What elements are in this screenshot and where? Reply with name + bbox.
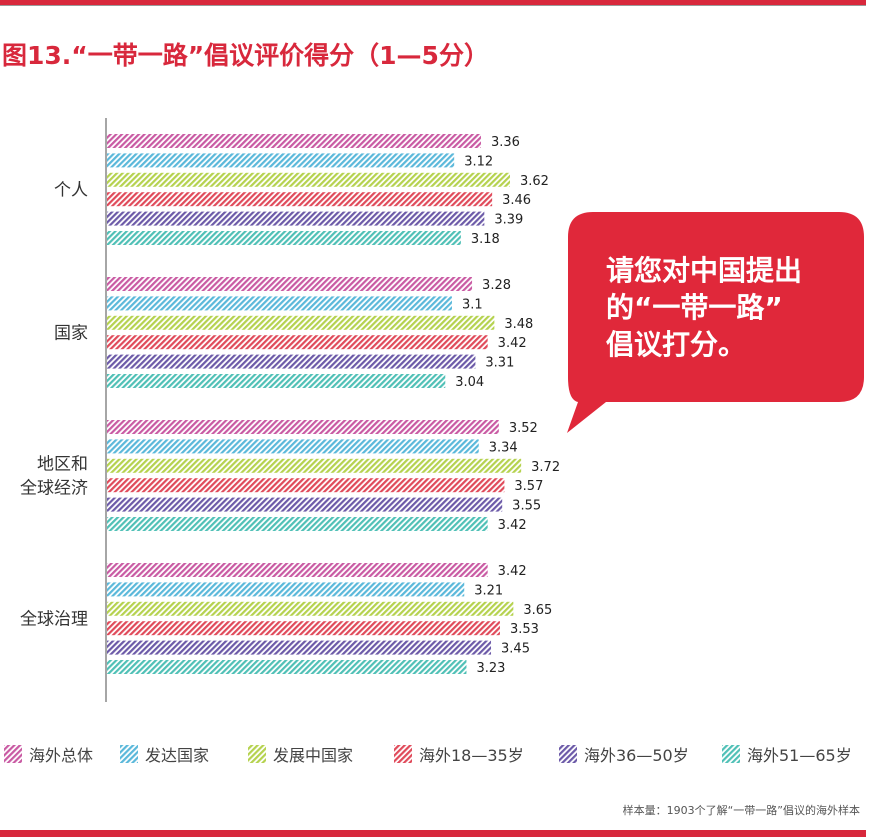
bar: [107, 497, 503, 512]
bar: [107, 478, 505, 493]
category-label: 国家: [54, 324, 88, 344]
data-label: 3.52: [509, 421, 538, 436]
legend-label: 发达国家: [145, 746, 209, 765]
data-label: 3.53: [510, 622, 539, 637]
legend-label: 海外总体: [29, 746, 93, 765]
data-label: 3.18: [471, 232, 500, 247]
bar: [107, 315, 495, 330]
top-border: [0, 0, 866, 6]
data-label: 3.65: [523, 603, 552, 618]
data-label: 3.31: [485, 356, 514, 371]
data-label: 3.23: [476, 661, 505, 676]
bar: [107, 582, 465, 597]
data-label: 3.48: [504, 317, 533, 332]
data-label: 3.72: [531, 460, 560, 475]
legend-label: 发展中国家: [273, 746, 353, 765]
data-label: 3.21: [474, 583, 503, 598]
data-label: 3.46: [502, 193, 531, 208]
data-label: 3.39: [494, 213, 523, 228]
callout-line: 请您对中国提出: [606, 254, 803, 287]
bar: [107, 601, 514, 616]
bar: [107, 374, 446, 388]
bar: [107, 640, 492, 655]
callout-text: 请您对中国提出 的“一带一路” 倡议打分。: [606, 252, 802, 363]
legend-swatch: [248, 745, 266, 763]
data-label: 3.42: [498, 564, 527, 579]
data-label: 3.45: [501, 642, 530, 657]
callout-line: 的“一带一路”: [606, 291, 783, 324]
bar: [107, 439, 479, 454]
bar: [107, 211, 485, 226]
data-label: 3.42: [498, 518, 527, 533]
category-label: 个人: [54, 181, 88, 201]
bottom-border: [0, 830, 866, 837]
data-label: 3.12: [464, 154, 493, 169]
bar: [107, 192, 493, 207]
data-label: 3.28: [482, 278, 511, 293]
bar: [107, 354, 476, 369]
legend-swatch: [120, 745, 138, 763]
callout-line: 倡议打分。: [606, 328, 747, 361]
bar: [107, 277, 473, 291]
bar: [107, 231, 461, 245]
bar: [107, 458, 522, 473]
data-label: 3.1: [462, 297, 483, 312]
bar: [107, 660, 467, 674]
bar: [107, 621, 500, 636]
bar: [107, 296, 452, 311]
legend-label: 海外36—50岁: [584, 746, 689, 765]
bar: [107, 153, 455, 168]
data-label: 3.34: [489, 440, 518, 455]
data-label: 3.62: [520, 174, 549, 189]
data-label: 3.04: [455, 375, 484, 390]
callout-bubble: [567, 212, 864, 433]
bar: [107, 172, 510, 187]
bar: [107, 134, 481, 148]
legend-label: 海外51—65岁: [747, 746, 852, 765]
legend-swatch: [394, 745, 412, 763]
bar: [107, 335, 488, 350]
chart-title: 图13.“一带一路”倡议评价得分（1—5分）: [2, 41, 489, 70]
bar: [107, 420, 499, 434]
data-label: 3.57: [514, 479, 543, 494]
bar: [107, 517, 488, 531]
data-label: 3.42: [498, 336, 527, 351]
bar: [107, 563, 488, 577]
legend-swatch: [559, 745, 577, 763]
legend-swatch: [4, 745, 22, 763]
sample-note: 样本量：1903个了解“一带一路”倡议的海外样本: [622, 804, 860, 817]
legend-swatch: [722, 745, 740, 763]
data-label: 3.36: [491, 135, 520, 150]
data-label: 3.55: [512, 499, 541, 514]
legend-label: 海外18—35岁: [419, 746, 524, 765]
category-label: 地区和全球经济: [20, 455, 88, 499]
category-label: 全球治理: [20, 610, 88, 630]
